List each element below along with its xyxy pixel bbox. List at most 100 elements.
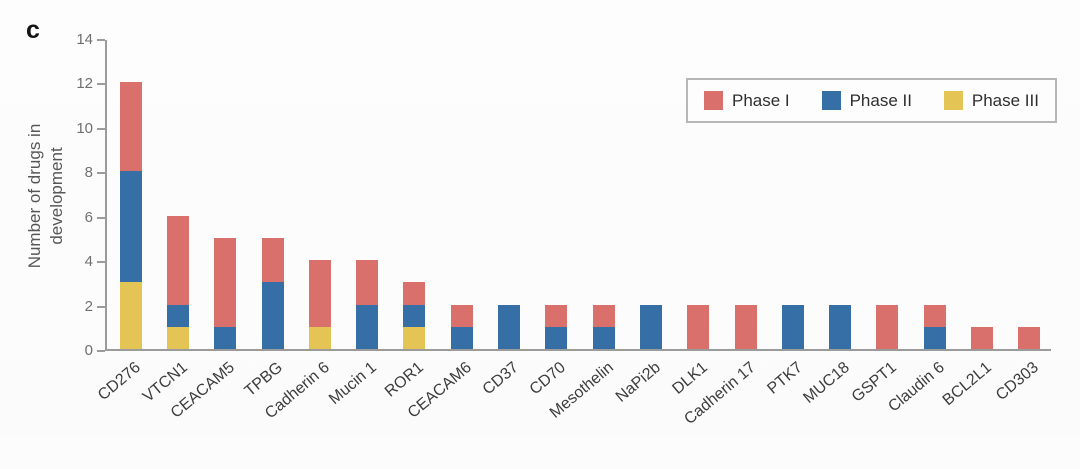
bar-slot — [864, 40, 911, 349]
stacked-bar-MUC18 — [829, 304, 852, 349]
y-axis-label-line2: development — [47, 146, 66, 245]
y-tick-label: 14 — [76, 31, 93, 48]
stacked-bar-CEACAM5 — [214, 237, 237, 349]
stacked-bar-CD303 — [1018, 326, 1041, 349]
stacked-bar-BCL2L1 — [971, 326, 994, 349]
bar-slot — [485, 40, 532, 349]
bar-segment-phase-i — [592, 304, 615, 327]
bar-slot — [533, 40, 580, 349]
bar-slot — [438, 40, 485, 349]
bar-segment-phase-ii — [403, 304, 426, 327]
y-tick-mark — [97, 83, 105, 86]
stacked-bar-GSPT1 — [876, 304, 899, 349]
bar-slot — [296, 40, 343, 349]
bar-segment-phase-iii — [403, 326, 426, 349]
stacked-bar-CEACAM6 — [450, 304, 473, 349]
stacked-bar-Claudin 6 — [923, 304, 946, 349]
legend-label: Phase III — [971, 90, 1039, 110]
bar-slot — [580, 40, 627, 349]
bar-slot — [249, 40, 296, 349]
bar-segment-phase-ii — [545, 326, 568, 349]
legend-entry-phase-ii: Phase II — [821, 90, 912, 111]
legend-swatch — [821, 91, 841, 110]
y-tick-label: 12 — [76, 75, 93, 93]
bar-segment-phase-ii — [923, 326, 946, 349]
bar-segment-phase-ii — [498, 304, 521, 349]
bar-segment-phase-i — [734, 304, 757, 349]
y-tick-label: 4 — [84, 253, 93, 271]
stacked-bar-PTK7 — [781, 304, 804, 349]
bar-slot — [154, 40, 201, 349]
legend-entry-phase-iii: Phase III — [943, 90, 1039, 111]
y-axis-label-line1: Number of drugs in — [24, 123, 44, 268]
bar-slot — [1006, 40, 1053, 349]
stacked-bar-Cadherin 6 — [308, 260, 331, 349]
legend-label: Phase I — [732, 90, 790, 110]
stacked-bar-DLK1 — [687, 304, 710, 349]
legend-entry-phase-i: Phase I — [704, 91, 790, 111]
figure-panel: c Number of drugs in development 0 2 4 6 8 10… — [0, 0, 1080, 436]
y-axis-label: Number of drugs in development — [24, 81, 68, 311]
legend-swatch — [943, 91, 963, 110]
panel-label: c — [26, 16, 40, 44]
y-tick-label: 0 — [84, 342, 93, 359]
bar-segment-phase-ii — [166, 304, 189, 327]
bar-segment-phase-i — [545, 304, 568, 327]
bar-segment-phase-ii — [829, 304, 852, 349]
y-tick-mark — [97, 261, 105, 264]
bar-slot — [769, 40, 816, 349]
bar-segment-phase-ii — [781, 304, 804, 349]
y-tick-mark — [97, 127, 105, 130]
bar-slot — [817, 40, 864, 349]
y-tick-label: 2 — [84, 297, 93, 315]
bar-segment-phase-i — [356, 260, 379, 305]
legend-box: Phase I Phase II Phase III — [686, 78, 1057, 123]
bar-slot — [675, 40, 722, 349]
bar-segment-phase-i — [308, 260, 331, 327]
stacked-bar-NaPi2b — [639, 304, 662, 349]
bar-segment-phase-i — [687, 304, 710, 349]
bar-segment-phase-i — [876, 304, 899, 349]
bar-segment-phase-i — [166, 215, 189, 305]
stacked-bar-CD37 — [498, 304, 521, 349]
plot-area: 0 2 4 6 8 10 12 14 CD276 VTCN1 CEACAM5 TPBG Cadherin… — [76, 31, 1053, 428]
bar-segment-phase-i — [261, 237, 284, 283]
bar-segment-phase-ii — [356, 304, 379, 349]
bar-slot — [958, 40, 1005, 349]
bar-segment-phase-i — [923, 304, 946, 327]
bar-segment-phase-ii — [214, 326, 237, 349]
bar-slot — [391, 40, 438, 349]
bar-segment-phase-iii — [119, 282, 142, 349]
bar-segment-phase-ii — [592, 326, 615, 349]
y-tick-label: 6 — [84, 208, 93, 226]
bar-segment-phase-ii — [639, 304, 662, 349]
legend-label: Phase II — [849, 90, 912, 110]
stacked-bar-Mesothelin — [592, 304, 615, 349]
stacked-bar-VTCN1 — [166, 215, 189, 349]
bar-segment-phase-i — [971, 326, 994, 349]
bar-segment-phase-ii — [119, 171, 142, 283]
bar-segment-phase-i — [1018, 326, 1041, 349]
bar-slot — [107, 40, 154, 349]
bar-segment-phase-ii — [261, 282, 284, 349]
stacked-bar-Mucin 1 — [356, 260, 379, 349]
legend-swatch — [704, 91, 723, 110]
bar-segment-phase-iii — [166, 326, 189, 349]
bar-segment-phase-i — [214, 237, 237, 327]
bar-segment-phase-i — [450, 304, 473, 327]
stacked-bar-TPBG — [261, 237, 284, 349]
y-tick-label: 8 — [84, 164, 93, 182]
bar-slot — [344, 40, 391, 349]
y-tick-label: 10 — [76, 119, 93, 137]
bar-segment-phase-ii — [450, 326, 473, 349]
bar-slot — [722, 40, 769, 349]
stacked-bar-CD276 — [119, 82, 142, 349]
y-tick-mark — [97, 305, 105, 308]
bar-segment-phase-i — [403, 282, 426, 305]
stacked-bar-ROR1 — [403, 282, 426, 349]
bar-slot — [627, 40, 674, 349]
bar-segment-phase-iii — [308, 326, 331, 349]
y-tick-mark — [97, 216, 105, 219]
bar-slot — [202, 40, 249, 349]
stacked-bar-Cadherin 17 — [734, 304, 757, 349]
